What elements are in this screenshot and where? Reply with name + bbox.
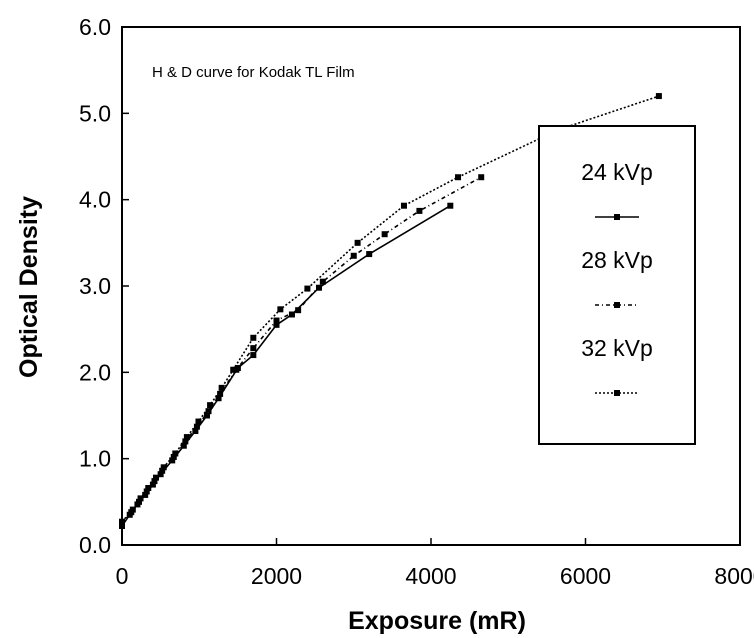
data-point	[137, 495, 144, 502]
legend-label: 32 kVp	[581, 335, 653, 361]
y-tick-label: 5.0	[79, 100, 111, 126]
x-axis-title: Exposure (mR)	[348, 607, 526, 635]
data-point	[215, 395, 222, 402]
data-point	[447, 202, 454, 209]
x-tick-label: 0	[116, 563, 129, 589]
data-point	[169, 457, 176, 464]
data-point	[250, 334, 257, 341]
data-point	[381, 231, 388, 238]
data-point	[182, 438, 189, 445]
series-layer	[119, 93, 662, 530]
data-point	[350, 252, 357, 259]
legend-marker	[614, 302, 620, 308]
data-point	[233, 366, 240, 373]
data-point	[304, 285, 311, 292]
data-point	[250, 345, 257, 352]
data-point	[183, 434, 190, 441]
data-point	[315, 284, 322, 291]
data-point	[207, 402, 214, 409]
data-point	[319, 278, 326, 285]
data-point	[142, 491, 149, 498]
legend: 24 kVp 28 kVp 32 kVp	[538, 125, 696, 445]
data-point	[277, 306, 284, 313]
data-point	[655, 93, 662, 100]
data-point	[400, 202, 407, 209]
data-point	[230, 366, 237, 373]
y-tick-label: 3.0	[79, 273, 111, 299]
y-tick-label: 1.0	[79, 446, 111, 472]
y-tick-label: 2.0	[79, 359, 111, 385]
data-point	[152, 474, 159, 481]
data-point	[478, 174, 485, 181]
data-point	[170, 453, 177, 460]
data-point	[217, 390, 224, 397]
x-tick-label: 6000	[560, 563, 611, 589]
data-point	[160, 464, 167, 471]
data-point	[129, 506, 136, 513]
data-point	[250, 352, 257, 359]
data-point	[119, 518, 125, 525]
data-point	[205, 408, 212, 415]
data-point	[195, 418, 202, 425]
legend-marker	[614, 390, 620, 396]
series-line	[121, 205, 451, 527]
data-point	[295, 307, 302, 314]
data-point	[273, 317, 280, 324]
series-3	[119, 93, 662, 525]
y-tick-label: 4.0	[79, 187, 111, 213]
series-2	[119, 174, 485, 527]
legend-label: 28 kVp	[581, 247, 653, 273]
series-1	[119, 202, 454, 530]
data-point	[203, 412, 210, 419]
data-point	[193, 423, 200, 430]
data-point	[218, 384, 225, 391]
series-line	[121, 176, 482, 524]
data-point	[416, 207, 423, 214]
data-point	[455, 174, 462, 181]
y-axis-title: Optical Density	[15, 196, 43, 378]
x-tick-label: 2000	[251, 563, 302, 589]
data-point	[145, 485, 152, 492]
legend-marker	[614, 214, 620, 220]
data-point	[159, 467, 166, 474]
data-point	[288, 311, 295, 318]
data-point	[366, 251, 373, 258]
legend-label: 24 kVp	[581, 159, 653, 185]
data-point	[172, 450, 179, 457]
chart-annotation: H & D curve for Kodak TL Film	[152, 64, 355, 81]
data-point	[192, 428, 199, 435]
x-tick-label: 4000	[405, 563, 456, 589]
data-point	[273, 321, 280, 328]
y-tick-label: 0.0	[79, 532, 111, 558]
data-point	[149, 481, 156, 488]
y-tick-label: 6.0	[79, 14, 111, 40]
data-point	[354, 239, 361, 246]
data-point	[180, 442, 187, 449]
data-point	[143, 488, 150, 495]
data-point	[135, 498, 142, 505]
data-point	[157, 471, 164, 478]
